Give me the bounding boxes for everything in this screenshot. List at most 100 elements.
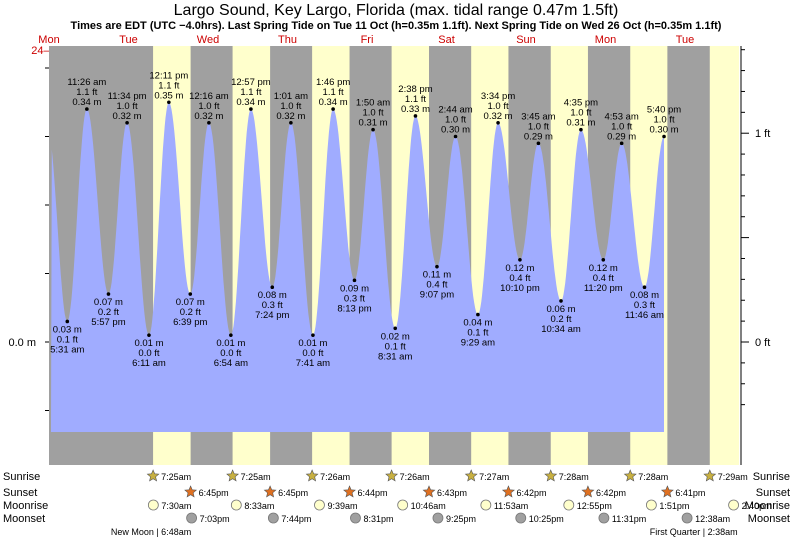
moon-circle-icon [432,512,444,524]
moon-circle-icon [480,499,492,511]
right-axis-label-0ft: 0 ft [755,337,770,349]
tide-point [393,326,398,331]
tide-point [601,258,606,262]
tide-point [125,121,129,125]
tide-time: 5:31 am [50,344,84,355]
tide-point [106,292,111,296]
axes: 0.0 m 1 ft 0 ft [8,46,770,465]
tide-time: 4:53 am [605,111,639,122]
tide-point [289,121,293,125]
tide-point [249,107,253,111]
tide-m: 0.03 m [53,324,82,335]
tide-ft: 0.0 ft [220,348,241,359]
sun-star-icon [501,485,515,498]
moon-circle-icon [147,499,159,511]
tide-ft: 1.1 ft [405,94,426,105]
day-name: Mon [595,34,616,46]
moonset-time: 12:38am [695,514,730,524]
moon-circle-icon [598,512,610,524]
tide-time: 11:46 am [625,310,664,321]
tide-ft: 0.3 ft [344,293,365,304]
tide-time: 12:11 pm [149,70,188,81]
right-axis-label-1ft: 1 ft [755,128,770,140]
sunset-time: 6:42pm [596,488,626,498]
tide-m: 0.07 m [94,297,123,308]
tide-ft: 0.2 ft [550,314,571,325]
moonset-time: 9:25pm [446,514,476,524]
sun-star-icon [385,469,399,482]
tide-m: 0.30 m [650,125,679,136]
tide-time: 7:24 pm [255,310,289,321]
tide-ft: 1.0 ft [362,108,383,119]
tide-m: 0.30 m [441,125,470,136]
sun-star-icon [581,485,595,498]
tide-point [371,127,375,132]
tide-point [331,107,335,111]
moon-circle-icon [515,512,527,524]
tide-m: 0.32 m [484,111,513,122]
sun-star-icon [305,469,319,482]
tide-time: 1:01 am [274,91,308,102]
tide-time: 2:38 pm [398,84,432,95]
tide-m: 0.35 m [154,90,183,101]
plot-area [49,46,739,465]
tide-time: 1:50 am [356,98,390,109]
moonrise-time: 1:51pm [659,501,689,511]
tide-point [207,121,211,125]
tide-time: 11:34 pm [108,91,147,102]
tide-m: 0.29 m [524,131,553,142]
tide-time: 1:46 pm [316,77,350,88]
tide-m: 0.34 m [319,97,348,108]
moonrise-time: 10:46am [411,501,446,511]
tide-time: 5:40 pm [647,105,681,116]
moon-phase-label: First Quarter | 2:38am [650,527,738,537]
tide-ft: 0.4 ft [426,280,447,291]
tide-ft: 0.1 ft [57,334,78,345]
tide-time: 5:57 pm [91,317,125,328]
tide-time: 2:44 am [438,105,472,116]
tide-m: 0.34 m [72,97,101,108]
tide-time: 3:45 am [521,111,555,122]
tide-ft: 1.0 ft [280,101,301,112]
tide-ft: 1.0 ft [570,108,591,119]
day-name: Tue [676,34,695,46]
tide-point [270,285,275,290]
row-label-right: Moonrise [745,500,790,512]
moon-circle-icon [563,499,575,511]
moon-phase-label: New Moon | 6:48am [111,527,191,537]
sun-star-icon [184,485,198,498]
moon-circle-icon [645,499,657,511]
sun-star-icon [146,469,160,482]
tide-point [559,299,563,303]
sun-star-icon [422,485,436,498]
tide-point [453,134,458,139]
row-label-right: Sunrise [753,471,790,483]
tide-time: 12:57 pm [231,77,271,88]
tide-time: 8:31 am [378,351,412,362]
day-name: Sat [438,34,455,46]
chart-title: Largo Sound, Key Largo, Florida (max. ti… [174,2,619,19]
tide-m: 0.08 m [258,290,287,301]
tide-point [352,278,357,283]
moonrise-time: 8:33am [244,501,274,511]
chart-subtitle: Times are EDT (UTC −4.0hrs). Last Spring… [71,20,722,32]
sun-star-icon [703,469,717,482]
tide-point [413,114,418,118]
left-axis-label-zero: 0.0 m [8,337,36,349]
moon-circle-icon [350,512,361,524]
tide-time: 3:34 pm [481,91,515,102]
row-label-left: Moonrise [3,500,48,512]
moonset-time: 11:31pm [612,514,646,524]
tide-m: 0.31 m [566,118,595,129]
tide-time: 10:34 am [541,324,581,335]
tide-point [496,121,500,125]
tide-ft: 1.0 ft [198,101,219,112]
tide-time: 6:11 am [132,358,166,369]
tide-ft: 0.3 ft [634,300,655,311]
sunrise-time: 7:28am [559,472,589,482]
tide-m: 0.32 m [113,111,142,122]
day-name: Wed [197,34,219,46]
